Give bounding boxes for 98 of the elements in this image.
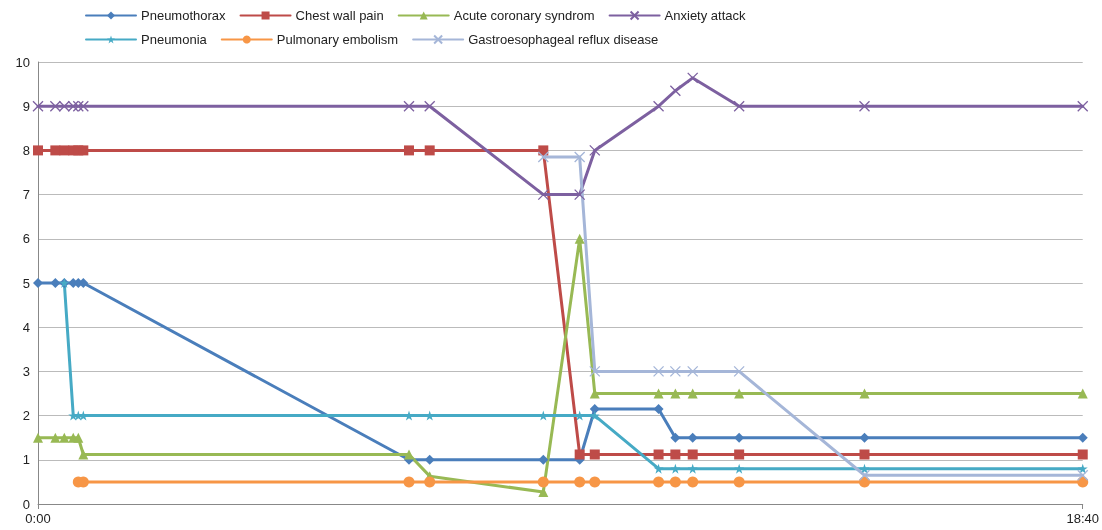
point (687, 476, 699, 488)
legend-label: Pulmonary embolism (276, 32, 399, 47)
point (1077, 432, 1088, 443)
point (1077, 463, 1088, 474)
point (404, 449, 414, 460)
legend-label: Anxiety attack (664, 8, 747, 23)
point (687, 463, 698, 474)
point (424, 454, 435, 465)
y-tick-label: 2 (22, 408, 30, 424)
point (574, 188, 586, 201)
point (733, 476, 745, 488)
legend-label: Chest wall pain (295, 8, 384, 23)
point (589, 476, 601, 488)
y-tick-label: 4 (22, 319, 30, 335)
x-tick-label: 0:00 (25, 511, 51, 526)
point (734, 388, 745, 399)
point (589, 403, 600, 414)
y-tick-label: 6 (22, 231, 30, 247)
point (73, 432, 84, 443)
point (404, 145, 414, 156)
point (574, 476, 586, 488)
y-tick-label: 7 (22, 187, 30, 203)
point (653, 449, 664, 460)
point (653, 463, 664, 474)
legend-label: Pneumonia (141, 32, 208, 47)
point (670, 449, 681, 460)
point (33, 145, 43, 156)
point (49, 100, 61, 112)
point (734, 463, 745, 474)
point (537, 476, 549, 488)
point (589, 449, 600, 460)
point (1077, 388, 1088, 399)
point (403, 476, 415, 488)
point (669, 476, 681, 488)
point (1077, 449, 1088, 460)
y-tick-label: 8 (22, 142, 30, 158)
point (670, 463, 681, 474)
point (538, 454, 549, 465)
legend-label: Gastroesophageal reflux disease (468, 32, 659, 47)
y-tick-label: 5 (22, 275, 30, 291)
point (859, 432, 870, 443)
y-tick-label: 1 (22, 452, 30, 468)
point (424, 145, 435, 156)
point (859, 449, 870, 460)
point (59, 145, 70, 156)
point (858, 100, 871, 112)
y-tick-label: 3 (22, 363, 30, 379)
point (33, 432, 43, 443)
point (67, 100, 79, 112)
point (652, 100, 665, 112)
point (687, 388, 698, 399)
point (669, 85, 682, 97)
point (32, 100, 44, 112)
point (687, 449, 698, 460)
point (1077, 469, 1089, 481)
point (589, 144, 601, 157)
x-tick-label: 18:40 (1066, 511, 1100, 526)
point (669, 365, 682, 378)
point (687, 432, 698, 443)
point (670, 432, 681, 443)
point (734, 449, 745, 460)
y-tick-label: 9 (22, 98, 30, 114)
point (589, 365, 601, 378)
point (858, 469, 871, 481)
point (538, 487, 549, 498)
point (652, 365, 665, 378)
point (72, 100, 84, 112)
point (50, 278, 61, 288)
point (424, 100, 436, 112)
point (1077, 100, 1089, 112)
point (859, 388, 870, 399)
point (58, 100, 70, 112)
point (733, 100, 745, 112)
point (50, 145, 61, 156)
point (574, 449, 585, 460)
y-tick-label: 0 (22, 496, 30, 512)
point (50, 432, 61, 443)
point (687, 72, 699, 84)
point (574, 151, 586, 163)
point (59, 432, 70, 443)
point (574, 233, 585, 244)
point (653, 388, 664, 399)
point (403, 100, 415, 112)
y-tick-label: 10 (15, 54, 30, 70)
point (537, 188, 549, 201)
point (687, 365, 699, 378)
point (733, 365, 745, 378)
point (653, 476, 665, 488)
point (77, 100, 89, 112)
point (653, 403, 664, 414)
point (33, 278, 43, 288)
point (78, 449, 89, 460)
point (670, 388, 681, 399)
point (424, 476, 436, 488)
point (537, 151, 549, 163)
legend-label: Pneumothorax (141, 8, 227, 23)
point (78, 145, 89, 156)
legend-label: Acute coronary syndrom (453, 8, 595, 23)
